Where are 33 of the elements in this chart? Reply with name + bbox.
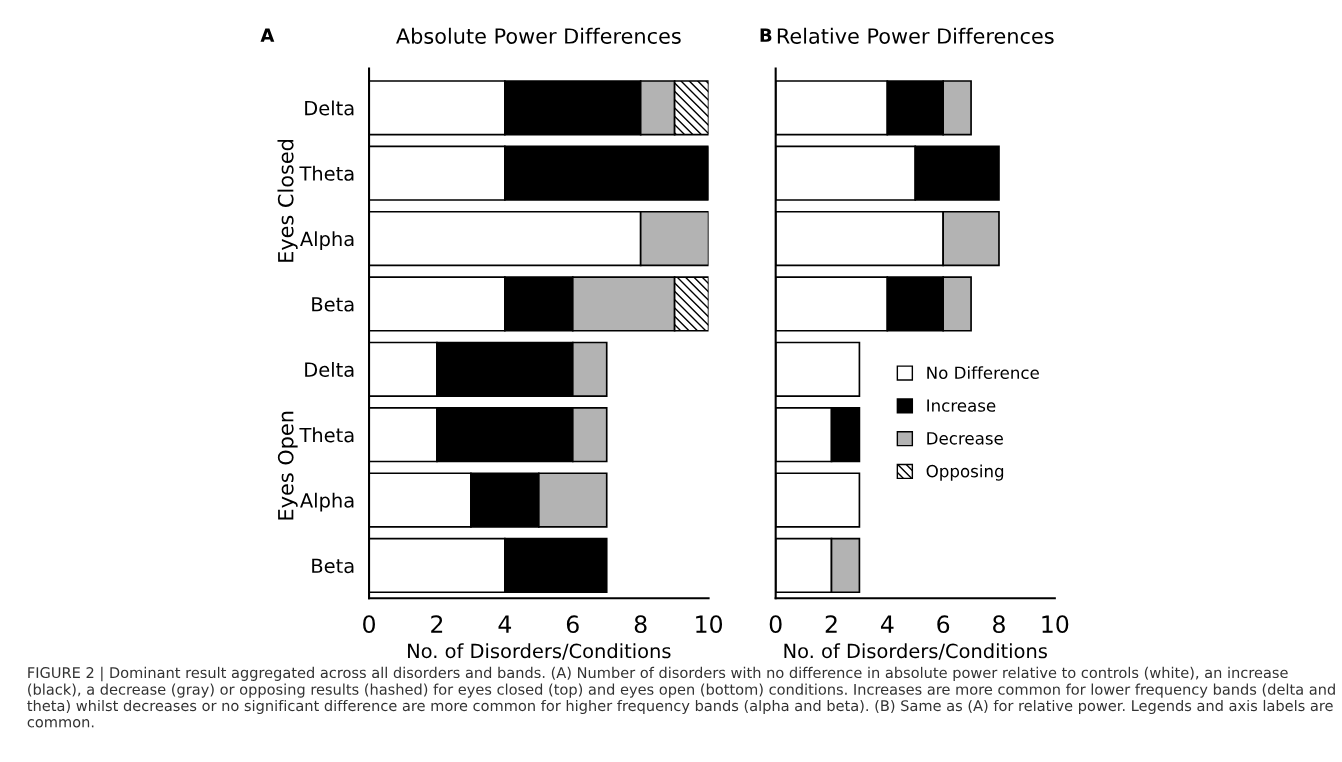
x-tick-label: 4	[880, 615, 894, 633]
x-tick-label: 6	[937, 615, 950, 634]
text: A	[260, 28, 275, 42]
caption: FIGURE 2 | Dominant result aggregated across all disorders and bands. (A) Number of disorders with no difference in absolute power relative to controls (white), an increase (black), a decrease (gray) or opposing results (hashed) for eyes closed (top) and eyes open (bottom) conditions. Increases are more common for lower frequency bands (delta and theta) whilst decreases or no significant difference are more common for higher frequency bands (alpha and beta). (B) Same as (A) for relative power. Legends and axis labels are common.	[27, 666, 1335, 728]
y-tick-label: Alpha	[300, 231, 354, 250]
text: Eyes Closed	[277, 139, 298, 262]
x-tick-label: 8	[634, 615, 647, 634]
legend-label: No Difference	[927, 366, 1039, 380]
x-axis-title: No. of Disorders/Conditions	[784, 643, 1047, 660]
x-tick-label: 4	[498, 615, 512, 633]
y-tick-label: Delta	[305, 100, 354, 116]
legend-label: Increase	[927, 399, 996, 412]
y-tick-label: Theta	[299, 165, 354, 181]
y-tick-label: Alpha	[300, 492, 354, 512]
y-tick-label: Delta	[305, 361, 354, 377]
y-tick-label: Beta	[312, 558, 354, 574]
x-tick-label: 8	[993, 615, 1005, 634]
x-tick-label: 10	[1042, 615, 1069, 634]
y-tick-label: Beta	[312, 297, 354, 312]
chart-title: Absolute Power Differences	[396, 27, 681, 44]
text: Eyes Open	[277, 411, 298, 520]
chart-title: Relative Power Differences	[777, 27, 1054, 44]
legend-label: Opposing	[926, 464, 1004, 481]
x-tick-label: 6	[566, 615, 579, 634]
x-axis-title: No. of Disorders/Conditions	[408, 643, 671, 660]
x-tick-label: 0	[363, 615, 375, 634]
x-tick-label: 0	[769, 615, 782, 634]
text: B	[760, 28, 772, 42]
x-tick-label: 2	[431, 615, 443, 633]
legend-label: Decrease	[927, 432, 1003, 445]
x-tick-label: 2	[825, 615, 837, 633]
y-tick-label: Theta	[299, 427, 354, 443]
x-tick-label: 10	[696, 615, 723, 634]
